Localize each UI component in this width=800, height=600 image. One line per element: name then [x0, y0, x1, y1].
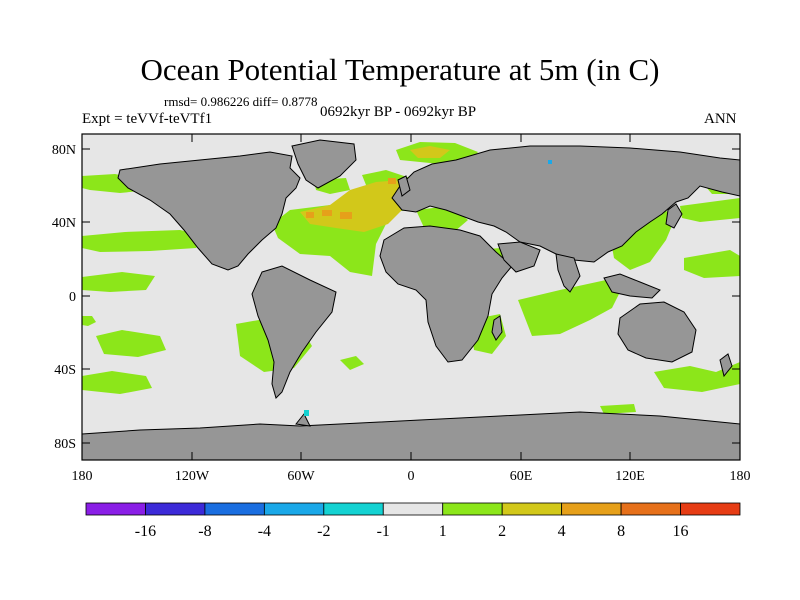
anomaly-patch [96, 330, 166, 357]
colorbar-label: 8 [617, 523, 625, 540]
anomaly-patch [82, 316, 96, 326]
africa-landmass [379, 225, 513, 363]
anomaly-patch [654, 362, 740, 392]
colorbar-swatch [382, 502, 444, 516]
anomaly-patch [306, 212, 314, 218]
anomaly-patch [600, 404, 636, 414]
land-layer [82, 139, 740, 460]
anomaly-patch [340, 212, 352, 219]
lon-label-180e: 180 [730, 469, 751, 484]
anomaly-2-4-layer [300, 146, 450, 232]
anomaly-patch [340, 356, 364, 370]
colorbar-label: 1 [439, 523, 447, 540]
colorbar [85, 502, 741, 516]
antarctica-landmass [82, 411, 740, 460]
arabia-landmass [497, 241, 541, 273]
new-zealand-landmass [719, 353, 733, 378]
lon-ticks [81, 134, 741, 460]
colorbar-label: 2 [498, 523, 506, 540]
colorbar-swatch [204, 502, 265, 516]
season-label: ANN [704, 111, 737, 127]
colorbar-swatch [620, 502, 681, 516]
lat-label-80s: 80S [54, 437, 76, 452]
anomaly-patch [610, 208, 676, 270]
lat-ticks [82, 148, 740, 444]
lon-label-120w: 120W [175, 469, 210, 484]
anomaly-patch [410, 146, 450, 158]
anomaly-patch [82, 371, 152, 394]
colorbar-swatch [323, 502, 384, 516]
lon-label-60e: 60E [510, 469, 533, 484]
lon-label-0: 0 [408, 469, 415, 484]
anomaly-patch [388, 178, 396, 184]
southeast-asia-islands [603, 273, 661, 299]
south-america-landmass [251, 265, 337, 399]
colorbar-swatch [442, 502, 503, 516]
colorbar-swatch [263, 502, 325, 516]
cold-anomaly-patch [304, 410, 309, 416]
anomaly-patch [684, 250, 740, 278]
plot-title: Ocean Potential Temperature at 5m (in C) [140, 52, 660, 87]
colorbar-labels: -16 -8 -4 -2 -1 1 2 4 8 16 [135, 523, 689, 540]
colorbar-label: -4 [258, 523, 271, 540]
lon-label-120e: 120E [615, 469, 645, 484]
colorbar-swatch [680, 502, 741, 516]
lat-label-40s: 40S [54, 363, 76, 378]
colorbar-swatch [501, 502, 563, 516]
cold-anomaly-patch [548, 160, 552, 164]
lon-labels: 180 120W 60W 0 60E 120E 180 [72, 469, 751, 484]
lat-label-0: 0 [69, 290, 76, 305]
period-label: 0692kyr BP - 0692kyr BP [320, 104, 477, 120]
colorbar-swatch [145, 502, 206, 516]
colorbar-swatch [85, 502, 146, 516]
antarctic-peninsula [295, 413, 311, 427]
colorbar-label: -1 [377, 523, 390, 540]
anomaly-patch [300, 180, 416, 232]
anomaly-patch [322, 210, 332, 216]
map-area [82, 134, 740, 460]
lon-label-180w: 180 [72, 469, 93, 484]
anomaly-4-8-layer [306, 178, 396, 219]
lat-labels: 80N 40N 0 40S 80S [52, 143, 76, 452]
madagascar-landmass [491, 315, 503, 341]
eurasia-landmass [391, 145, 740, 263]
experiment-label: Expt = teVVf-teVTf1 [82, 111, 213, 127]
greenland-landmass [291, 139, 357, 189]
colorbar-swatch [561, 502, 622, 516]
anomaly-patch [680, 198, 740, 222]
japan-landmass [665, 203, 683, 229]
colorbar-label: -8 [198, 523, 211, 540]
anomaly-patch [82, 230, 206, 252]
colorbar-label: 16 [673, 523, 689, 540]
colorbar-label: -16 [135, 523, 156, 540]
uk-landmass [397, 175, 411, 197]
stats-text: rmsd= 0.986226 diff= 0.8778 [164, 94, 318, 109]
colorbar-label: 4 [558, 523, 566, 540]
lat-label-80n: 80N [52, 143, 76, 158]
anomaly-patch [518, 280, 624, 336]
colorbar-label: -2 [317, 523, 330, 540]
anomaly-patch [82, 272, 155, 292]
lat-label-40n: 40N [52, 216, 76, 231]
australia-landmass [617, 301, 697, 363]
lon-label-60w: 60W [287, 469, 315, 484]
india-landmass [555, 253, 581, 293]
north-america-landmass [117, 151, 301, 271]
